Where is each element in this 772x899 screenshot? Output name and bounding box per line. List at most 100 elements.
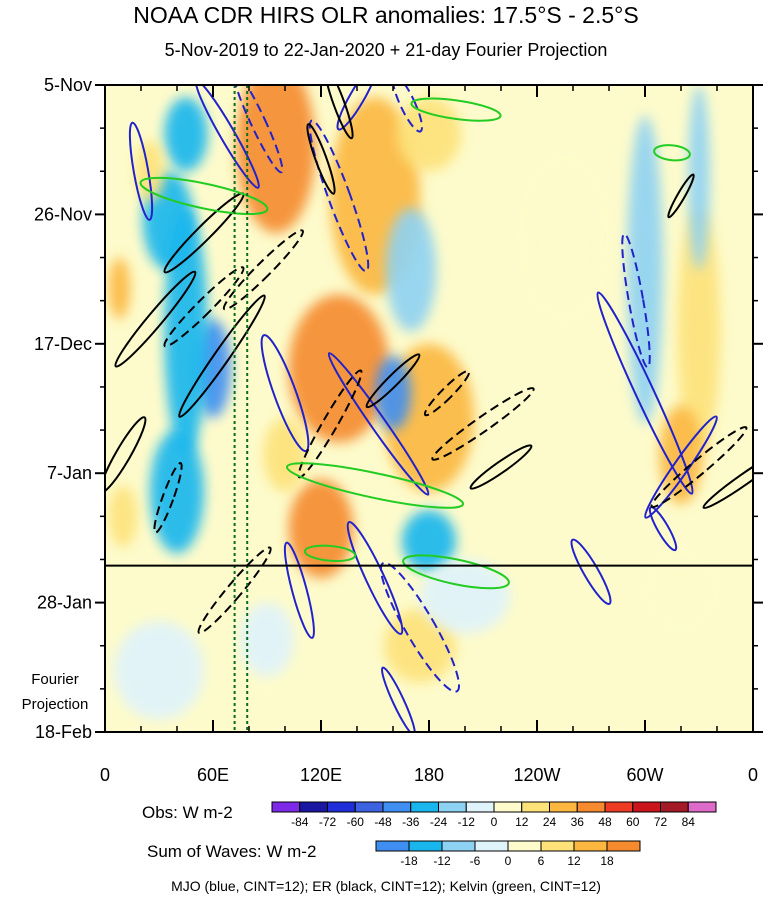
waves-colorbar-swatch-3: [474, 840, 509, 852]
wave-contours: [105, 85, 753, 732]
y-tick-label-1: 26-Nov: [34, 204, 92, 224]
waves-colorbar-label-2: -6: [470, 854, 481, 868]
obs-colorbar-label-3: -48: [374, 815, 392, 829]
anomaly-blob-2: [164, 97, 208, 172]
er-contour-29: [650, 426, 748, 509]
mjo-contour-8: [346, 520, 404, 635]
er-contour-22: [423, 369, 471, 417]
y-tick-label-0: 5-Nov: [44, 75, 92, 95]
obs-colorbar-label-12: 60: [626, 815, 640, 829]
obs-colorbar-label-10: 36: [571, 815, 585, 829]
anomaly-blob-20: [688, 85, 710, 270]
waves-colorbar-swatch-6: [573, 840, 608, 852]
er-contour-23: [297, 369, 363, 479]
mjo-contour-12: [596, 291, 694, 495]
mjo-contour-15: [381, 666, 416, 732]
kelvin-contour-37: [285, 462, 465, 509]
mjo-contour-6: [260, 334, 310, 453]
chart-title: NOAA CDR HIRS OLR anomalies: 17.5°S - 2.…: [133, 2, 639, 28]
contours-legend: MJO (blue, CINT=12); ER (black, CINT=12)…: [171, 878, 601, 894]
x-tick-label-2: 120E: [300, 765, 342, 785]
obs-colorbar-label-6: -12: [458, 815, 476, 829]
obs-colorbar-label-11: 48: [598, 815, 612, 829]
y-tick-label-4: 28-Jan: [37, 593, 92, 613]
obs-colorbar-swatch-10: [549, 801, 578, 813]
waves-colorbar-label-6: 18: [600, 854, 614, 868]
obs-colorbar-swatch-0: [271, 801, 301, 813]
mjo-contour-14: [570, 538, 612, 606]
waves-colorbar-swatch-2: [441, 840, 476, 852]
mjo-contour-1: [194, 85, 260, 189]
er-contour-33: [222, 229, 304, 311]
mjo-contour-7: [327, 352, 430, 496]
mjo-contour-10: [379, 561, 461, 693]
waves-colorbar-swatch-7: [606, 840, 641, 852]
obs-colorbar-swatch-12: [604, 801, 634, 813]
er-contour-34: [306, 123, 336, 195]
waves-colorbar-label-1: -12: [433, 854, 451, 868]
anomaly-blob-14: [150, 430, 204, 554]
anomaly-blob-22: [108, 485, 138, 548]
waves-colorbar-label-5: 12: [567, 854, 581, 868]
waves-colorbar-label-4: 6: [538, 854, 545, 868]
er-contour-21: [365, 353, 421, 409]
anomaly-blob-4: [135, 140, 165, 203]
er-contour-19: [178, 294, 266, 418]
obs-colorbar-label-9: 24: [543, 815, 557, 829]
obs-colorbar-label-2: -60: [347, 815, 365, 829]
mjo-contour-0: [128, 121, 154, 221]
obs-colorbar-swatch-14: [660, 801, 689, 813]
obs-colorbar-swatch-15: [687, 801, 717, 813]
obs-colorbar-label-8: 12: [515, 815, 529, 829]
kelvin-contour-40: [303, 544, 357, 562]
waves-colorbar-label-0: -18: [400, 854, 418, 868]
er-contour-26: [105, 416, 147, 494]
waves-colorbar-swatch-4: [507, 840, 542, 852]
waves-colorbar-swatch-1: [408, 840, 443, 852]
obs-colorbar-label-13: 72: [654, 815, 668, 829]
obs-colorbar-title: Obs: W m-2: [142, 803, 233, 822]
mjo-contour-9: [283, 541, 315, 639]
projection-label-line2: Projection: [22, 696, 89, 713]
anomaly-blob-27: [114, 621, 204, 720]
obs-colorbar-swatch-7: [465, 801, 495, 813]
obs-colorbar-swatch-8: [493, 801, 523, 813]
kelvin-contour-35: [139, 176, 269, 215]
waves-colorbar-label-3: 0: [505, 854, 512, 868]
er-contour-17: [114, 270, 197, 368]
anomaly-blob-5: [396, 97, 462, 172]
anomaly-blob-8: [164, 208, 208, 455]
mjo-contour-16: [648, 506, 678, 552]
er-contour-27: [153, 462, 183, 534]
er-contour-18: [163, 266, 245, 348]
y-tick-label-3: 7-Jan: [47, 463, 92, 483]
er-contour-31: [667, 173, 695, 219]
er-contour-30: [702, 449, 753, 509]
er-contour-25: [469, 444, 533, 490]
anomaly-blob-9: [288, 294, 390, 443]
obs-colorbar-label-14: 84: [682, 815, 696, 829]
obs-colorbar-swatch-3: [354, 801, 384, 813]
mjo-contour-4: [336, 85, 378, 131]
obs-colorbar-swatch-1: [299, 801, 328, 813]
waves-colorbar-swatch-5: [540, 840, 575, 852]
y-tick-label-5: 18-Feb: [35, 722, 92, 742]
mjo-contour-13: [644, 415, 718, 519]
x-tick-label-6: 0: [748, 765, 758, 785]
x-tick-label-0: 0: [100, 765, 110, 785]
er-contour-28: [197, 546, 272, 635]
anomaly-blob-25: [420, 559, 510, 634]
mjo-contour-3: [308, 119, 370, 273]
kelvin-contour-38: [402, 554, 510, 590]
anomaly-blob-24: [240, 602, 294, 677]
waves-colorbar-swatch-0: [375, 840, 410, 852]
obs-colorbar-swatch-4: [382, 801, 412, 813]
er-contour-20: [324, 85, 354, 140]
anomaly-blob-21: [528, 165, 600, 313]
obs-colorbar-swatch-9: [521, 801, 550, 813]
anomaly-blob-0: [236, 85, 316, 233]
x-tick-label-4: 120W: [513, 765, 560, 785]
obs-colorbar-label-5: -24: [430, 815, 448, 829]
anomaly-blob-6: [385, 208, 437, 332]
